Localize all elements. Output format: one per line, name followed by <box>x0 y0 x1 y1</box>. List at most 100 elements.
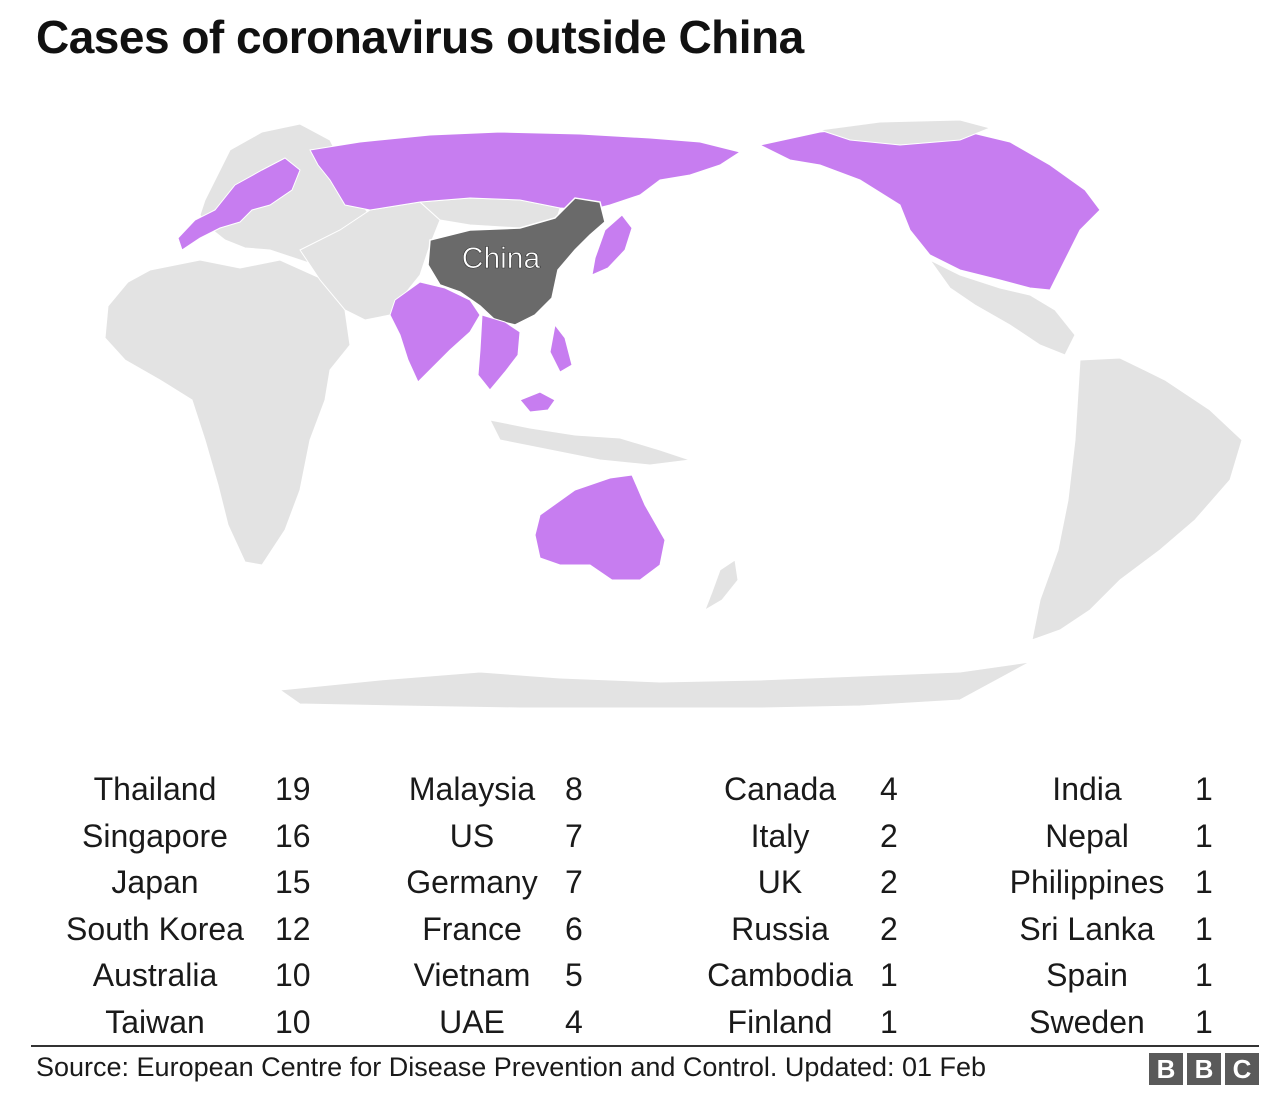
table-row: Spain 1 <box>1000 952 1240 999</box>
africa-landmass <box>104 259 351 566</box>
case-count: 1 <box>1195 910 1213 947</box>
table-row: Canada 4 <box>695 766 935 813</box>
table-row: Australia 10 <box>50 952 340 999</box>
europe-affected-region <box>177 157 301 251</box>
case-count: 16 <box>275 817 311 854</box>
philippines-region <box>549 323 573 373</box>
case-count: 4 <box>880 771 898 807</box>
table-row: Sri Lanka 1 <box>1000 906 1240 953</box>
case-count: 2 <box>880 817 898 854</box>
country-name: Canada <box>723 771 837 807</box>
table-row: Philippines 1 <box>1000 859 1240 906</box>
table-row: US 7 <box>395 813 615 860</box>
country-name: Taiwan <box>105 1003 205 1040</box>
case-count: 10 <box>275 1003 311 1040</box>
table-row: Nepal 1 <box>1000 813 1240 860</box>
china-map-label: China <box>462 242 541 275</box>
japan-region <box>591 214 633 276</box>
case-count: 2 <box>880 864 898 900</box>
india-region <box>389 281 481 383</box>
new-zealand-landmass <box>704 559 739 612</box>
case-count: 1 <box>1195 771 1213 807</box>
country-name: Malaysia <box>408 771 536 807</box>
map-title: Cases of coronavirus outside China <box>36 11 804 63</box>
case-count: 5 <box>565 957 583 993</box>
central-america-landmass <box>929 259 1076 356</box>
antarctica-landmass <box>278 661 1031 709</box>
table-row: UK 2 <box>695 859 935 906</box>
cases-column-4: India 1 Nepal 1 Philippines 1 Sri Lanka 1 Spain 1… <box>1000 766 1240 1045</box>
case-count: 19 <box>275 771 311 807</box>
country-name: Spain <box>1046 957 1128 993</box>
table-row: France 6 <box>395 906 615 953</box>
source-note: Source: European Centre for Disease Prev… <box>36 1052 987 1082</box>
table-row: Sweden 1 <box>1000 999 1240 1046</box>
greenland-landmass <box>819 119 992 146</box>
russia-region <box>309 131 742 211</box>
case-count: 6 <box>565 910 583 947</box>
case-count: 12 <box>275 910 311 947</box>
australia-region <box>534 474 666 581</box>
table-row: Finland 1 <box>695 999 935 1046</box>
country-name: Russia <box>731 910 829 947</box>
case-count: 10 <box>275 957 311 993</box>
bbc-logo-letter: B <box>1187 1053 1221 1085</box>
table-row: Russia 2 <box>695 906 935 953</box>
country-name: Germany <box>406 864 538 900</box>
case-count: 7 <box>565 864 583 900</box>
table-row: Thailand 19 <box>50 766 340 813</box>
table-row: Taiwan 10 <box>50 999 340 1046</box>
case-count: 15 <box>275 864 311 900</box>
country-name: US <box>449 817 495 854</box>
country-name: Sweden <box>1029 1003 1145 1040</box>
cases-column-1: Thailand 19 Singapore 16 Japan 15 South Korea 1… <box>50 766 340 1045</box>
table-row: Vietnam 5 <box>395 952 615 999</box>
bbc-logo-letter: B <box>1149 1053 1183 1085</box>
table-row: UAE 4 <box>395 999 615 1046</box>
case-count: 1 <box>880 957 898 993</box>
table-row: Cambodia 1 <box>695 952 935 999</box>
country-name: Cambodia <box>707 957 853 993</box>
country-name: India <box>1052 771 1122 807</box>
case-count: 1 <box>1195 1003 1213 1040</box>
cases-table: Thailand 19 Singapore 16 Japan 15 South Korea 1… <box>0 766 1281 1046</box>
table-row: Singapore 16 <box>50 813 340 860</box>
footer-divider <box>31 1045 1259 1047</box>
world-map: China <box>104 119 1243 709</box>
table-row: Japan 15 <box>50 859 340 906</box>
north-america-affected-region <box>758 124 1101 291</box>
case-count: 2 <box>880 910 898 947</box>
country-name: Singapore <box>82 817 228 854</box>
malaysia-indonesia-region <box>519 391 556 413</box>
table-row: South Korea 12 <box>50 906 340 953</box>
country-name: Nepal <box>1045 817 1129 854</box>
country-name: Italy <box>750 817 810 854</box>
case-count: 1 <box>1195 864 1213 900</box>
country-name: UAE <box>439 1003 505 1040</box>
bbc-logo-letter: C <box>1225 1053 1259 1085</box>
country-name: UK <box>757 864 803 900</box>
case-count: 1 <box>880 1003 898 1040</box>
case-count: 4 <box>565 1003 583 1040</box>
country-name: Philippines <box>1009 864 1165 900</box>
case-count: 1 <box>1195 817 1213 854</box>
south-america-landmass <box>1031 357 1243 641</box>
china-region <box>427 197 606 326</box>
country-name: Australia <box>92 957 218 993</box>
table-row: India 1 <box>1000 766 1240 813</box>
country-name: Sri Lanka <box>1019 910 1155 947</box>
table-row: Malaysia 8 <box>395 766 615 813</box>
table-row: Italy 2 <box>695 813 935 860</box>
country-name: Vietnam <box>413 957 531 993</box>
southeast-asia-region <box>477 314 521 391</box>
country-name: France <box>422 910 522 947</box>
indonesia-landmass <box>489 419 691 466</box>
bbc-logo: B B C <box>1149 1053 1259 1085</box>
table-row: Germany 7 <box>395 859 615 906</box>
case-count: 1 <box>1195 957 1213 993</box>
country-name: Thailand <box>93 771 217 807</box>
country-name: South Korea <box>66 910 244 947</box>
cases-column-2: Malaysia 8 US 7 Germany 7 France 6 Vietnam 5 UAE 4 <box>395 766 615 1045</box>
country-name: Finland <box>727 1003 833 1040</box>
case-count: 8 <box>565 771 583 807</box>
